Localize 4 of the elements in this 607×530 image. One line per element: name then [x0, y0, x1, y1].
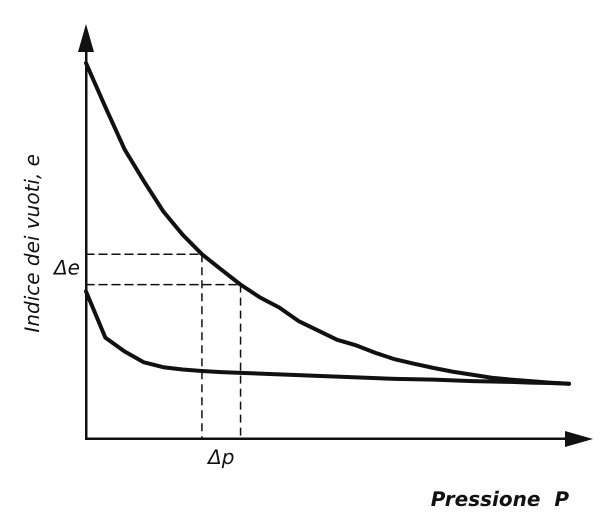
x-axis-title: Pressione P	[430, 487, 570, 512]
text: Δe	[52, 256, 80, 280]
text: Δp	[206, 444, 234, 469]
y-axis-title: Indice dei vuoti, e	[20, 154, 44, 333]
